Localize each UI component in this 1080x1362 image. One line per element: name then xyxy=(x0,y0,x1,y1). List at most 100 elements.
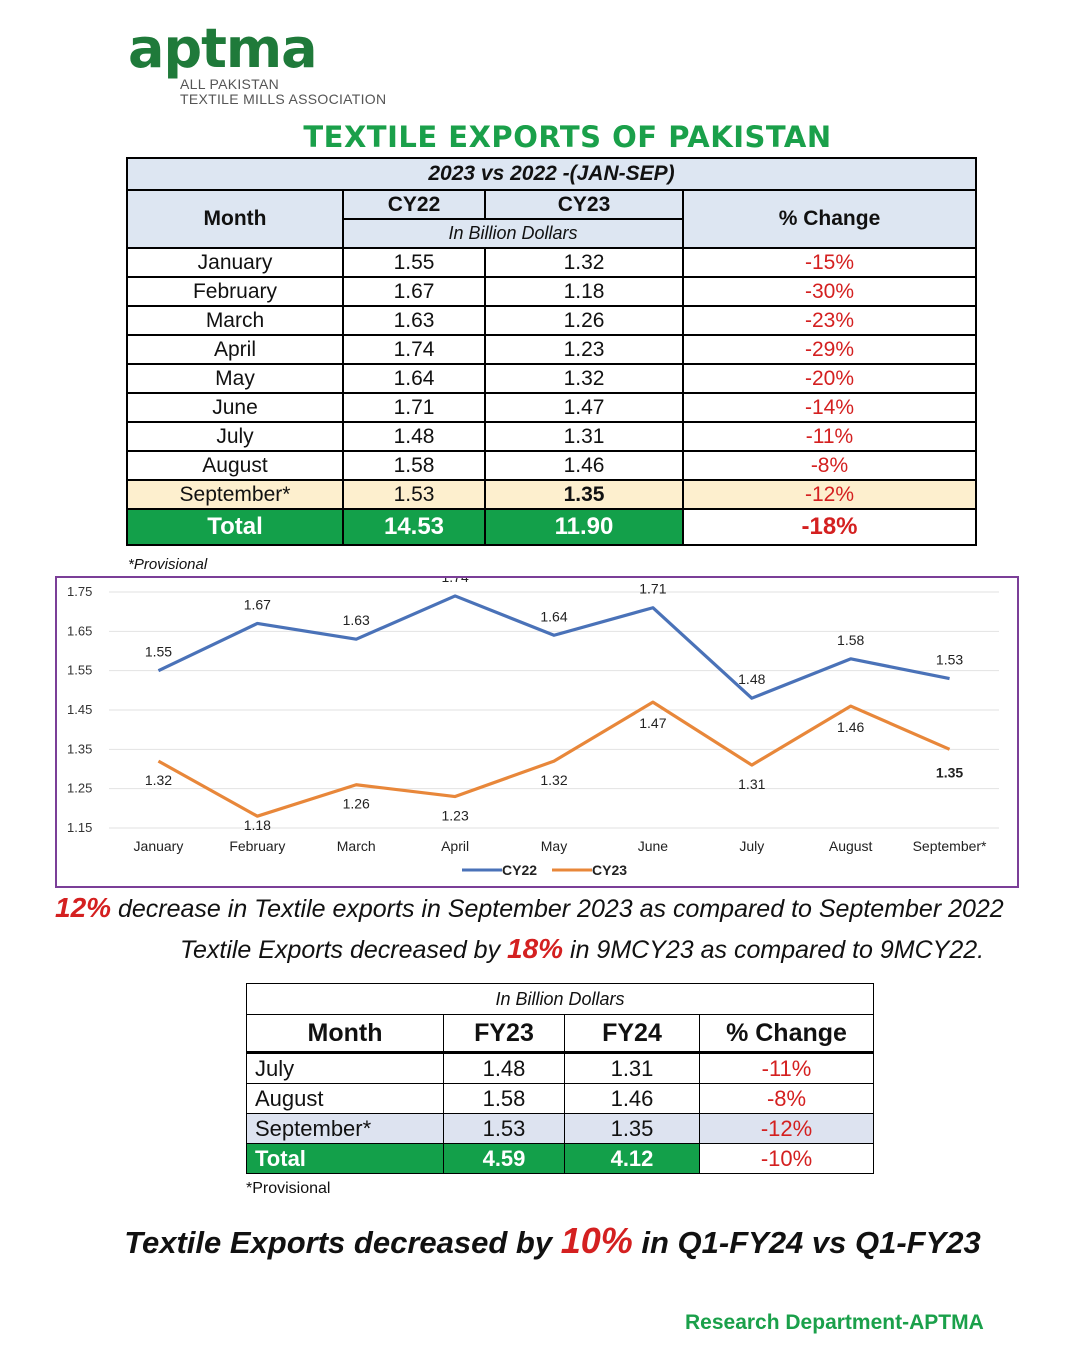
x-tick-label: March xyxy=(337,838,376,854)
data-label: 1.32 xyxy=(145,772,172,788)
table1-total-cy23: 11.90 xyxy=(484,508,684,546)
table1-cell-month: September* xyxy=(126,479,344,510)
table1-row: June 1.71 1.47 -14% xyxy=(126,392,977,423)
table2-cell-month: August xyxy=(246,1083,444,1114)
note2-post: in 9MCY23 as compared to 9MCY22. xyxy=(563,936,985,964)
x-tick-label: June xyxy=(638,838,669,854)
x-tick-label: August xyxy=(829,838,873,854)
table2-cell-a: 1.58 xyxy=(443,1083,565,1114)
calendar-year-exports-table: 2023 vs 2022 -(JAN-SEP) Month CY22 CY23 … xyxy=(126,157,977,546)
final-post: in Q1-FY24 vs Q1-FY23 xyxy=(632,1225,981,1260)
y-tick-label: 1.75 xyxy=(67,584,92,599)
data-label: 1.63 xyxy=(343,612,370,628)
y-tick-label: 1.55 xyxy=(67,663,92,678)
table1-cell-change: -11% xyxy=(682,421,977,452)
x-tick-label: September* xyxy=(913,838,987,854)
data-label: 1.31 xyxy=(738,776,765,792)
x-tick-label: January xyxy=(134,838,184,854)
table1-total-label: Total xyxy=(126,508,344,546)
table2-cell-a: 1.48 xyxy=(443,1052,565,1084)
series-line-cy23 xyxy=(157,700,951,818)
note1-percent: 12% xyxy=(55,892,112,923)
x-tick-label: July xyxy=(739,838,764,854)
data-label: 1.47 xyxy=(639,715,666,731)
logo-wordmark: aptma xyxy=(128,17,318,80)
table1-cell-a: 1.53 xyxy=(342,479,486,510)
data-label: 1.32 xyxy=(540,772,567,788)
table2-month-header: Month xyxy=(246,1014,444,1054)
data-label: 1.18 xyxy=(244,817,271,833)
table1-total-cy22: 14.53 xyxy=(342,508,486,546)
table1-cell-b: 1.46 xyxy=(484,450,684,481)
legend-label: CY22 xyxy=(502,862,537,878)
table1-cy23-header: CY23 xyxy=(484,189,684,220)
y-tick-label: 1.25 xyxy=(67,781,92,796)
data-label: 1.55 xyxy=(145,644,172,660)
summary-statement: Textile Exports decreased by 10% in Q1-F… xyxy=(0,1220,1080,1262)
table1-row: March 1.63 1.26 -23% xyxy=(126,305,977,336)
table1-cell-a: 1.67 xyxy=(342,276,486,307)
table1-total-change: -18% xyxy=(682,508,977,546)
table2-cell-a: 1.53 xyxy=(443,1113,565,1144)
table1-month-header: Month xyxy=(126,189,344,249)
data-label: 1.67 xyxy=(244,596,271,612)
table1-cell-b: 1.35 xyxy=(484,479,684,510)
logo-line-2: TEXTILE MILLS ASSOCIATION xyxy=(180,91,387,107)
table2-total-change: -10% xyxy=(699,1143,874,1174)
table2-cell-b: 1.31 xyxy=(564,1052,700,1084)
table2-total-label: Total xyxy=(246,1143,444,1174)
series-line-cy22 xyxy=(157,594,950,700)
table1-cell-b: 1.26 xyxy=(484,305,684,336)
table2-fy23-header: FY23 xyxy=(443,1014,565,1054)
table1-cy22-header: CY22 xyxy=(342,189,486,220)
table1-cell-change: -23% xyxy=(682,305,977,336)
table1-cell-change: -20% xyxy=(682,363,977,394)
table1-cell-month: February xyxy=(126,276,344,307)
table1-cell-a: 1.71 xyxy=(342,392,486,423)
table2-cell-change: -11% xyxy=(699,1052,874,1084)
aptma-logo: aptma ALL PAKISTAN TEXTILE MILLS ASSOCIA… xyxy=(128,22,408,112)
table1-cell-change: -30% xyxy=(682,276,977,307)
table1-cell-change: -29% xyxy=(682,334,977,365)
table1-unit: In Billion Dollars xyxy=(342,218,684,249)
table1-cell-a: 1.48 xyxy=(342,421,486,452)
y-tick-label: 1.45 xyxy=(67,702,92,717)
fiscal-year-exports-table: In Billion Dollars Month FY23 FY24 % Cha… xyxy=(246,983,874,1174)
data-label: 1.64 xyxy=(540,608,567,624)
table1-cell-month: June xyxy=(126,392,344,423)
table2-cell-b: 1.35 xyxy=(564,1113,700,1144)
table1-cell-b: 1.23 xyxy=(484,334,684,365)
table1-row: May 1.64 1.32 -20% xyxy=(126,363,977,394)
y-tick-label: 1.15 xyxy=(67,820,92,835)
table1-cell-a: 1.74 xyxy=(342,334,486,365)
table1-cell-month: August xyxy=(126,450,344,481)
table2-cell-change: -8% xyxy=(699,1083,874,1114)
table1-row: August 1.58 1.46 -8% xyxy=(126,450,977,481)
table1-cell-month: July xyxy=(126,421,344,452)
table1-cell-change: -12% xyxy=(682,479,977,510)
table1-cell-month: March xyxy=(126,305,344,336)
x-tick-label: May xyxy=(541,838,567,854)
table1-row: February 1.67 1.18 -30% xyxy=(126,276,977,307)
table1-cell-a: 1.63 xyxy=(342,305,486,336)
table2-unit: In Billion Dollars xyxy=(246,983,874,1015)
table2-cell-month: September* xyxy=(246,1113,444,1144)
table2-cell-change: -12% xyxy=(699,1113,874,1144)
y-tick-label: 1.35 xyxy=(67,741,92,756)
table1-row: July 1.48 1.31 -11% xyxy=(126,421,977,452)
note-september-decrease: 12% decrease in Textile exports in Septe… xyxy=(55,892,1004,924)
data-label: 1.48 xyxy=(738,671,765,687)
table1-cell-a: 1.58 xyxy=(342,450,486,481)
table1-caption: 2023 vs 2022 -(JAN-SEP) xyxy=(126,157,977,191)
table2-cell-month: July xyxy=(246,1052,444,1084)
table2-footnote: *Provisional xyxy=(246,1180,331,1197)
data-label: 1.58 xyxy=(837,632,864,648)
data-label: 1.35 xyxy=(936,764,963,780)
table1-change-header: % Change xyxy=(682,189,977,249)
table1-total-row: Total 14.53 11.90 -18% xyxy=(126,508,977,546)
page-title: TEXTILE EXPORTS OF PAKISTAN xyxy=(303,120,832,154)
table1-cell-month: April xyxy=(126,334,344,365)
table2-total-fy24: 4.12 xyxy=(564,1143,700,1174)
table1-cell-month: January xyxy=(126,247,344,278)
table1-cell-a: 1.64 xyxy=(342,363,486,394)
